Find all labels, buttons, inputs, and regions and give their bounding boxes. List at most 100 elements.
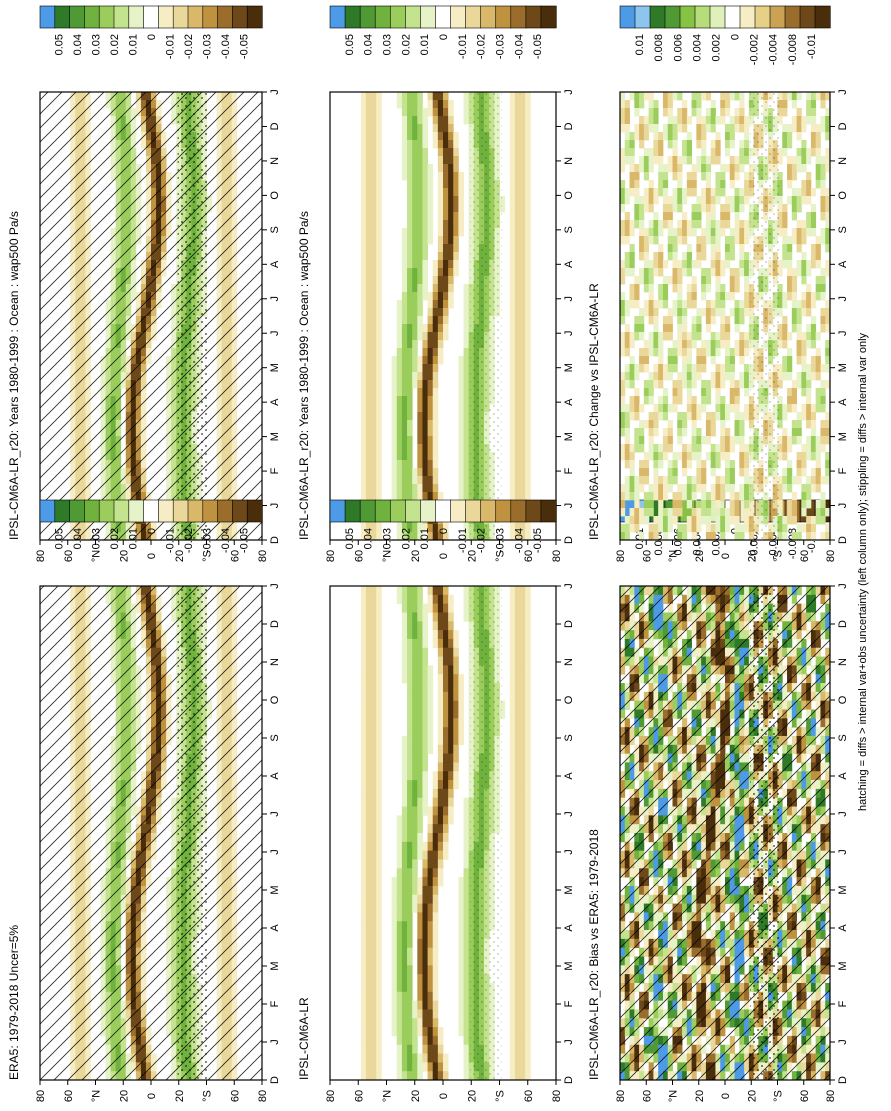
heatmap-cell <box>412 735 418 746</box>
heatmap-cell <box>376 340 382 349</box>
heatmap-cell <box>417 156 423 165</box>
heatmap-cell <box>443 841 449 852</box>
heatmap-cell <box>407 868 413 878</box>
heatmap-cell <box>417 965 423 975</box>
heatmap-cell <box>376 850 382 860</box>
colorbar-swatch <box>217 5 234 29</box>
heatmap-cell <box>463 824 470 834</box>
heatmap-cell <box>463 468 470 477</box>
heatmap-cell <box>448 594 454 605</box>
heatmap-cell <box>376 492 382 501</box>
heatmap-cell <box>401 460 408 469</box>
heatmap-cell <box>407 921 413 931</box>
heatmap-cell <box>371 868 377 878</box>
heatmap-cell <box>360 735 367 746</box>
heatmap-cell <box>376 220 382 229</box>
heatmap-cell <box>422 204 428 213</box>
heatmap-cell <box>432 982 439 993</box>
heatmap-cell <box>427 956 434 966</box>
heatmap-cell <box>525 204 531 213</box>
heatmap-cell <box>412 164 418 173</box>
heatmap-cell <box>453 691 459 702</box>
heatmap-cell <box>401 388 408 397</box>
heatmap-cell <box>391 372 398 381</box>
heatmap-cell <box>407 100 413 109</box>
heatmap-cell <box>371 452 377 461</box>
heatmap-cell <box>514 156 521 165</box>
heatmap-cell <box>365 1018 372 1028</box>
heatmap-cell <box>371 300 377 309</box>
heatmap-cell <box>360 674 367 684</box>
heatmap-cell <box>514 180 521 189</box>
heatmap-cell <box>422 630 428 640</box>
heatmap-cell <box>453 674 459 684</box>
heatmap-cell <box>401 586 408 596</box>
heatmap-cell <box>407 348 413 357</box>
heatmap-cell <box>401 877 408 887</box>
colorbar: 0.05 0.04 0.03 0.02 0.01 0 -0.01 -0.02 -0.03 -0.0… <box>329 5 557 59</box>
heatmap-cell <box>443 674 449 684</box>
heatmap-cell <box>396 388 403 397</box>
heatmap-cell <box>453 780 459 790</box>
colorbar-swatch <box>465 5 482 29</box>
heatmap-cell <box>427 420 434 429</box>
heatmap-cell <box>453 744 459 755</box>
heatmap-cell <box>525 148 531 157</box>
heatmap-cell <box>412 903 418 913</box>
heatmap-cell <box>458 727 464 737</box>
heatmap-cell <box>360 420 367 429</box>
colorbar-swatch <box>113 5 130 29</box>
heatmap-cell <box>376 1044 382 1054</box>
heatmap-cell <box>432 380 439 389</box>
colorbar-tick-label: -0.02 <box>476 34 488 59</box>
heatmap-cell <box>422 108 428 117</box>
heatmap-cell <box>360 1000 367 1010</box>
heatmap-cell <box>417 912 423 922</box>
heatmap-cell <box>422 460 428 469</box>
heatmap-cell <box>360 1009 367 1019</box>
heatmap-cell <box>376 524 382 533</box>
heatmap-cell <box>407 332 413 341</box>
heatmap-cell <box>360 921 367 931</box>
heatmap-cell <box>371 780 377 790</box>
heatmap-cell <box>443 156 449 165</box>
heatmap-cell <box>427 380 434 389</box>
heatmap-cell <box>463 476 470 485</box>
heatmap-cell <box>396 1000 403 1010</box>
heatmap-cell <box>407 324 413 333</box>
heatmap-cell <box>422 674 428 684</box>
heatmap-cell <box>412 204 418 213</box>
heatmap-cell <box>432 1053 439 1063</box>
heatmap-cell <box>371 788 377 799</box>
heatmap-cell <box>427 665 434 675</box>
heatmap-cell <box>417 586 423 596</box>
heatmap-cell <box>448 260 454 269</box>
heatmap-cell <box>407 524 413 533</box>
heatmap-cell <box>520 492 526 501</box>
heatmap-cell <box>443 788 449 799</box>
heatmap-cell <box>371 340 377 349</box>
heatmap-cell <box>401 885 408 896</box>
heatmap-cell <box>401 172 408 181</box>
heatmap-cell <box>396 476 403 485</box>
heatmap-cell <box>376 420 382 429</box>
heatmap-cell <box>412 324 418 333</box>
heatmap-cell <box>417 815 423 825</box>
latitude-tick-label: °S <box>202 1090 214 1102</box>
heatmap-cell <box>427 204 434 213</box>
heatmap-cell <box>407 753 413 763</box>
heatmap-cell <box>417 982 423 993</box>
heatmap-cell <box>371 674 377 684</box>
heatmap-cell <box>360 412 367 421</box>
heatmap-cell <box>412 859 418 869</box>
heatmap-cell <box>407 912 413 922</box>
heatmap-cell <box>437 340 444 349</box>
heatmap-cell <box>401 771 408 781</box>
heatmap-cell <box>448 140 454 149</box>
heatmap-cell <box>412 228 418 237</box>
heatmap-cell <box>422 621 428 631</box>
heatmap-cell <box>365 180 372 189</box>
heatmap-cell <box>417 300 423 309</box>
heatmap-cell <box>360 1035 367 1046</box>
heatmap-cell <box>376 252 382 261</box>
